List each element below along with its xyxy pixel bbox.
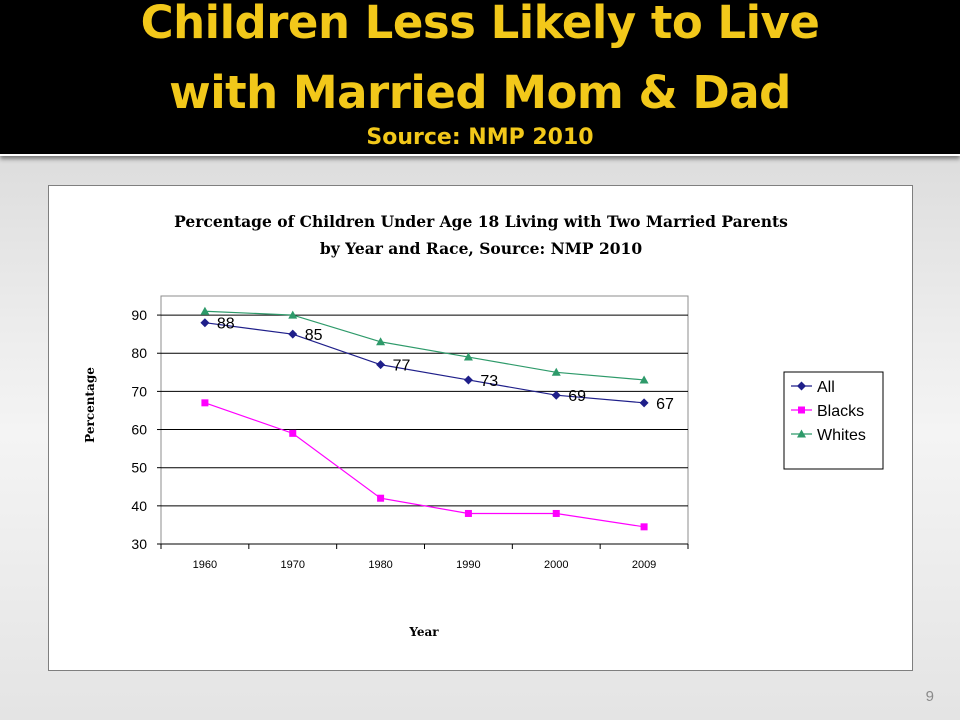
data-point-whites xyxy=(639,375,649,384)
data-label-all: 85 xyxy=(305,327,323,344)
slide-title-bar: Children Less Likely to Live with Marrie… xyxy=(0,0,960,156)
data-point-whites xyxy=(288,310,298,319)
series-line-blacks xyxy=(204,402,645,528)
x-axis-title: Year xyxy=(408,625,439,639)
data-label-all: 67 xyxy=(656,396,674,413)
data-label-all: 69 xyxy=(568,388,586,405)
data-point-all xyxy=(463,375,473,385)
y-axis-title: Percentage xyxy=(83,367,97,443)
y-tick-label: 50 xyxy=(131,460,147,476)
y-tick-label: 40 xyxy=(131,498,147,514)
y-tick-label: 80 xyxy=(131,345,147,361)
slide-title-line-2: with Married Mom & Dad xyxy=(169,66,791,119)
legend-label-whites: Whites xyxy=(817,427,866,444)
series-line-all xyxy=(204,322,645,404)
x-tick-label: 2009 xyxy=(632,559,656,571)
slide-number: 9 xyxy=(925,688,934,705)
legend-marker-all xyxy=(797,381,806,391)
legend-marker-whites xyxy=(797,429,806,438)
data-point-whites xyxy=(376,337,386,346)
plot-area xyxy=(160,295,689,545)
legend-label-all: All xyxy=(817,379,835,396)
chart-frame: Percentage of Children Under Age 18 Livi… xyxy=(48,185,913,671)
data-label-all: 88 xyxy=(217,316,235,333)
data-point-all xyxy=(639,398,649,408)
x-tick-label: 1990 xyxy=(456,559,480,571)
x-tick-label: 1960 xyxy=(193,559,217,571)
y-tick-label: 30 xyxy=(131,536,147,552)
x-tick-label: 1970 xyxy=(281,559,305,571)
data-point-blacks xyxy=(289,429,297,437)
slide-title-source: Source: NMP 2010 xyxy=(366,125,594,150)
data-point-all xyxy=(288,329,298,339)
chart-title-line-2: by Year and Race, Source: NMP 2010 xyxy=(320,239,642,258)
data-point-whites xyxy=(551,367,561,376)
data-label-all: 73 xyxy=(480,373,498,390)
data-point-whites xyxy=(463,352,473,361)
data-point-all xyxy=(551,390,561,400)
series-line-whites xyxy=(204,310,645,381)
legend-marker-blacks xyxy=(798,406,805,414)
y-tick-label: 90 xyxy=(131,307,147,323)
data-point-blacks xyxy=(377,494,385,502)
legend-label-blacks: Blacks xyxy=(817,403,864,420)
slide-title-line-1: Children Less Likely to Live xyxy=(140,0,820,49)
x-tick-label: 1980 xyxy=(368,559,392,571)
data-point-blacks xyxy=(552,509,560,517)
y-tick-label: 70 xyxy=(131,383,147,399)
data-point-all xyxy=(200,318,210,328)
data-point-blacks xyxy=(464,509,472,517)
y-tick-label: 60 xyxy=(131,422,147,438)
data-point-blacks xyxy=(201,399,209,407)
data-point-blacks xyxy=(640,523,648,531)
chart-title-line-1: Percentage of Children Under Age 18 Livi… xyxy=(174,212,788,231)
data-point-whites xyxy=(200,306,210,315)
line-chart: Percentage of Children Under Age 18 Livi… xyxy=(83,212,884,639)
data-label-all: 77 xyxy=(393,358,411,375)
data-point-all xyxy=(376,360,386,370)
x-tick-label: 2000 xyxy=(544,559,568,571)
